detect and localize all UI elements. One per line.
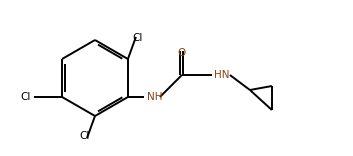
- Text: Cl: Cl: [133, 33, 143, 43]
- Text: HN: HN: [214, 70, 229, 80]
- Text: O: O: [178, 48, 186, 58]
- Text: Cl: Cl: [80, 131, 90, 141]
- Text: NH: NH: [147, 92, 162, 102]
- Text: Cl: Cl: [21, 92, 31, 102]
